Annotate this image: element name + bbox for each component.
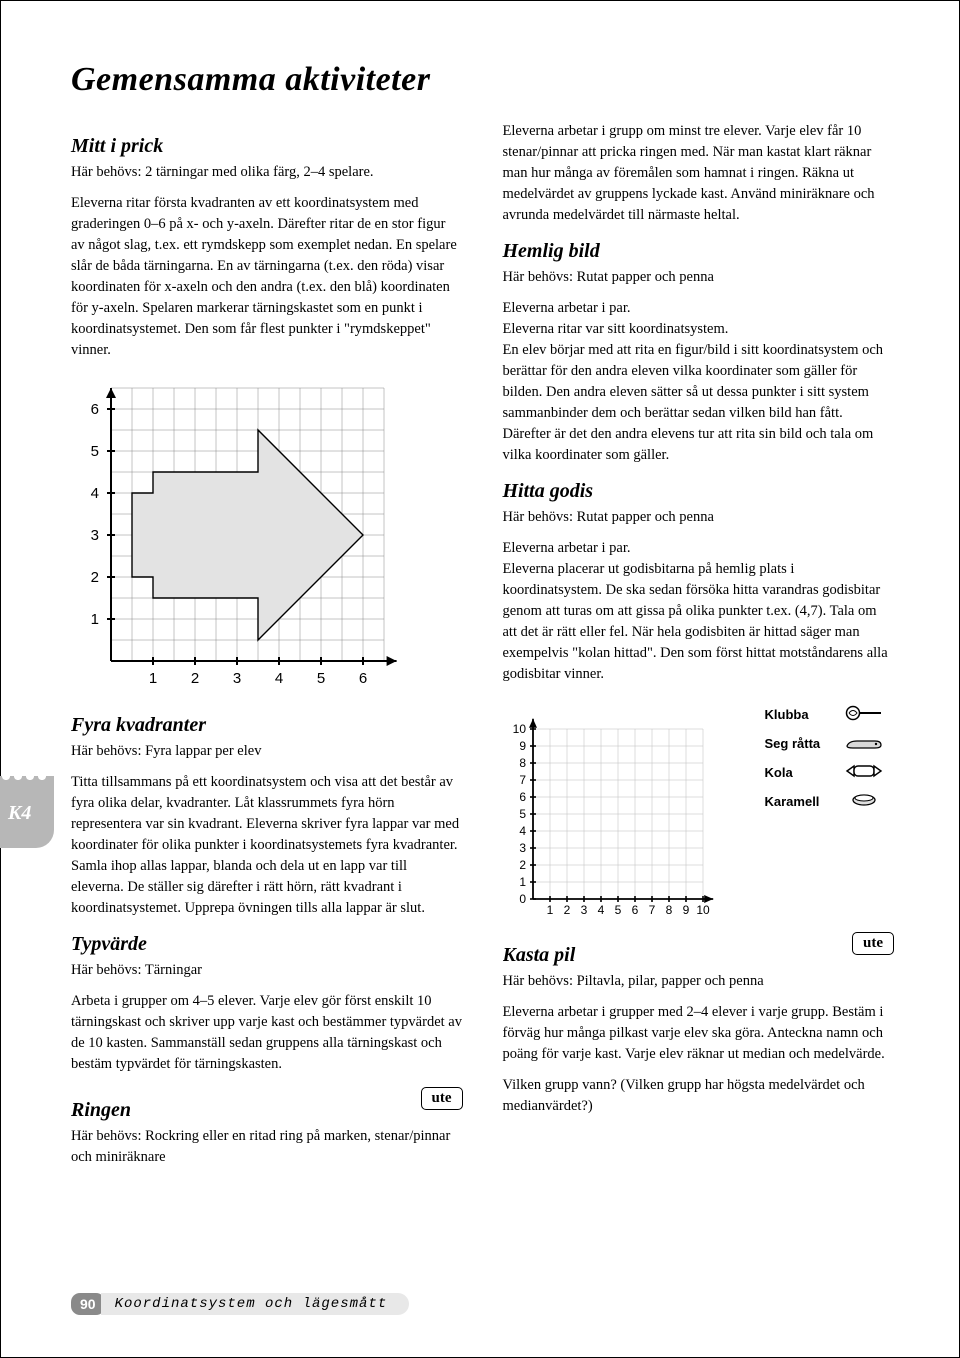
karamell-icon xyxy=(845,792,883,811)
chart-godis: 12345678910012345678910 KlubbaSeg råttaK… xyxy=(503,699,895,914)
svg-text:1: 1 xyxy=(519,875,526,889)
svg-text:3: 3 xyxy=(580,903,587,914)
body1-kasta-pil: Eleverna arbetar i grupper med 2–4 eleve… xyxy=(503,1002,895,1065)
svg-text:5: 5 xyxy=(519,807,526,821)
svg-text:6: 6 xyxy=(359,670,367,687)
page-title: Gemensamma aktiviteter xyxy=(71,61,894,99)
svg-text:4: 4 xyxy=(597,903,604,914)
heading-hemlig-bild: Hemlig bild xyxy=(503,240,895,263)
legend-item-karamell: Karamell xyxy=(765,792,883,811)
svg-text:2: 2 xyxy=(519,858,526,872)
page-footer: 90 Koordinatsystem och lägesmått xyxy=(71,1293,409,1315)
heading-mitt-i-prick: Mitt i prick xyxy=(71,135,463,158)
footer-title: Koordinatsystem och lägesmått xyxy=(101,1293,410,1315)
svg-text:1: 1 xyxy=(546,903,553,914)
svg-text:8: 8 xyxy=(665,903,672,914)
svg-text:7: 7 xyxy=(648,903,655,914)
need-fyra-kvadranter: Här behövs: Fyra lappar per elev xyxy=(71,741,463,762)
legend-item-kola: Kola xyxy=(765,763,883,782)
body-hitta-godis: Eleverna arbetar i par. Eleverna placera… xyxy=(503,538,895,685)
legend-item-klubba: Klubba xyxy=(765,705,883,724)
need-typvarde: Här behövs: Tärningar xyxy=(71,960,463,981)
svg-text:3: 3 xyxy=(233,670,241,687)
heading-hitta-godis: Hitta godis xyxy=(503,480,895,503)
svg-text:9: 9 xyxy=(519,739,526,753)
ute-badge-kasta-pil: ute xyxy=(852,932,894,955)
svg-text:5: 5 xyxy=(317,670,325,687)
legend-item-ratta: Seg råtta xyxy=(765,734,883,753)
svg-text:1: 1 xyxy=(91,611,99,628)
body-typvarde: Arbeta i grupper om 4–5 elever. Varje el… xyxy=(71,991,463,1075)
need-kasta-pil: Här behövs: Piltavla, pilar, papper och … xyxy=(503,971,895,992)
legend-label: Seg råtta xyxy=(765,736,835,751)
heading-typvarde: Typvärde xyxy=(71,933,463,956)
legend-label: Karamell xyxy=(765,794,835,809)
svg-text:0: 0 xyxy=(519,892,526,906)
body-hemlig-bild: Eleverna arbetar i par. Eleverna ritar v… xyxy=(503,298,895,466)
svg-text:6: 6 xyxy=(631,903,638,914)
svg-text:2: 2 xyxy=(563,903,570,914)
svg-text:5: 5 xyxy=(614,903,621,914)
chart-rymdskepp: 1 2 3 4 5 6 1 2 3 4 5 6 xyxy=(71,381,463,696)
svg-text:10: 10 xyxy=(512,722,526,736)
svg-text:3: 3 xyxy=(91,527,99,544)
page-number: 90 xyxy=(71,1293,105,1315)
svg-text:2: 2 xyxy=(191,670,199,687)
heading-fyra-kvadranter: Fyra kvadranter xyxy=(71,714,463,737)
svg-text:1: 1 xyxy=(149,670,157,687)
body-fyra-kvadranter: Titta tillsammans på ett koordinatsystem… xyxy=(71,772,463,919)
left-column: Mitt i prick Här behövs: 2 tärningar med… xyxy=(71,121,463,1178)
k4-tab: K4 xyxy=(0,784,54,848)
right-column: Eleverna arbetar i grupp om minst tre el… xyxy=(503,121,895,1178)
svg-text:4: 4 xyxy=(275,670,283,687)
svg-text:3: 3 xyxy=(519,841,526,855)
svg-text:4: 4 xyxy=(91,485,99,502)
svg-text:9: 9 xyxy=(682,903,689,914)
body-mitt-i-prick: Eleverna ritar första kvadranten av ett … xyxy=(71,193,463,361)
kola-icon xyxy=(845,763,883,782)
klubba-icon xyxy=(845,705,883,724)
legend-label: Kola xyxy=(765,765,835,780)
need-hemlig-bild: Här behövs: Rutat papper och penna xyxy=(503,267,895,288)
heading-kasta-pil: Kasta pil xyxy=(503,944,576,967)
need-mitt-i-prick: Här behövs: 2 tärningar med olika färg, … xyxy=(71,162,463,183)
svg-text:6: 6 xyxy=(91,401,99,418)
heading-ringen: Ringen xyxy=(71,1099,131,1122)
svg-text:7: 7 xyxy=(519,773,526,787)
svg-text:5: 5 xyxy=(91,443,99,460)
ratta-icon xyxy=(845,734,883,753)
body-ringen: Eleverna arbetar i grupp om minst tre el… xyxy=(503,121,895,226)
body2-kasta-pil: Vilken grupp vann? (Vilken grupp har hög… xyxy=(503,1075,895,1117)
need-ringen: Här behövs: Rockring eller en ritad ring… xyxy=(71,1126,463,1168)
svg-text:2: 2 xyxy=(91,569,99,586)
legend-label: Klubba xyxy=(765,707,835,722)
need-hitta-godis: Här behövs: Rutat papper och penna xyxy=(503,507,895,528)
svg-text:8: 8 xyxy=(519,756,526,770)
svg-text:10: 10 xyxy=(696,903,710,914)
k4-label: K4 xyxy=(8,802,31,825)
svg-text:6: 6 xyxy=(519,790,526,804)
ute-badge-ringen: ute xyxy=(421,1087,463,1110)
svg-text:4: 4 xyxy=(519,824,526,838)
